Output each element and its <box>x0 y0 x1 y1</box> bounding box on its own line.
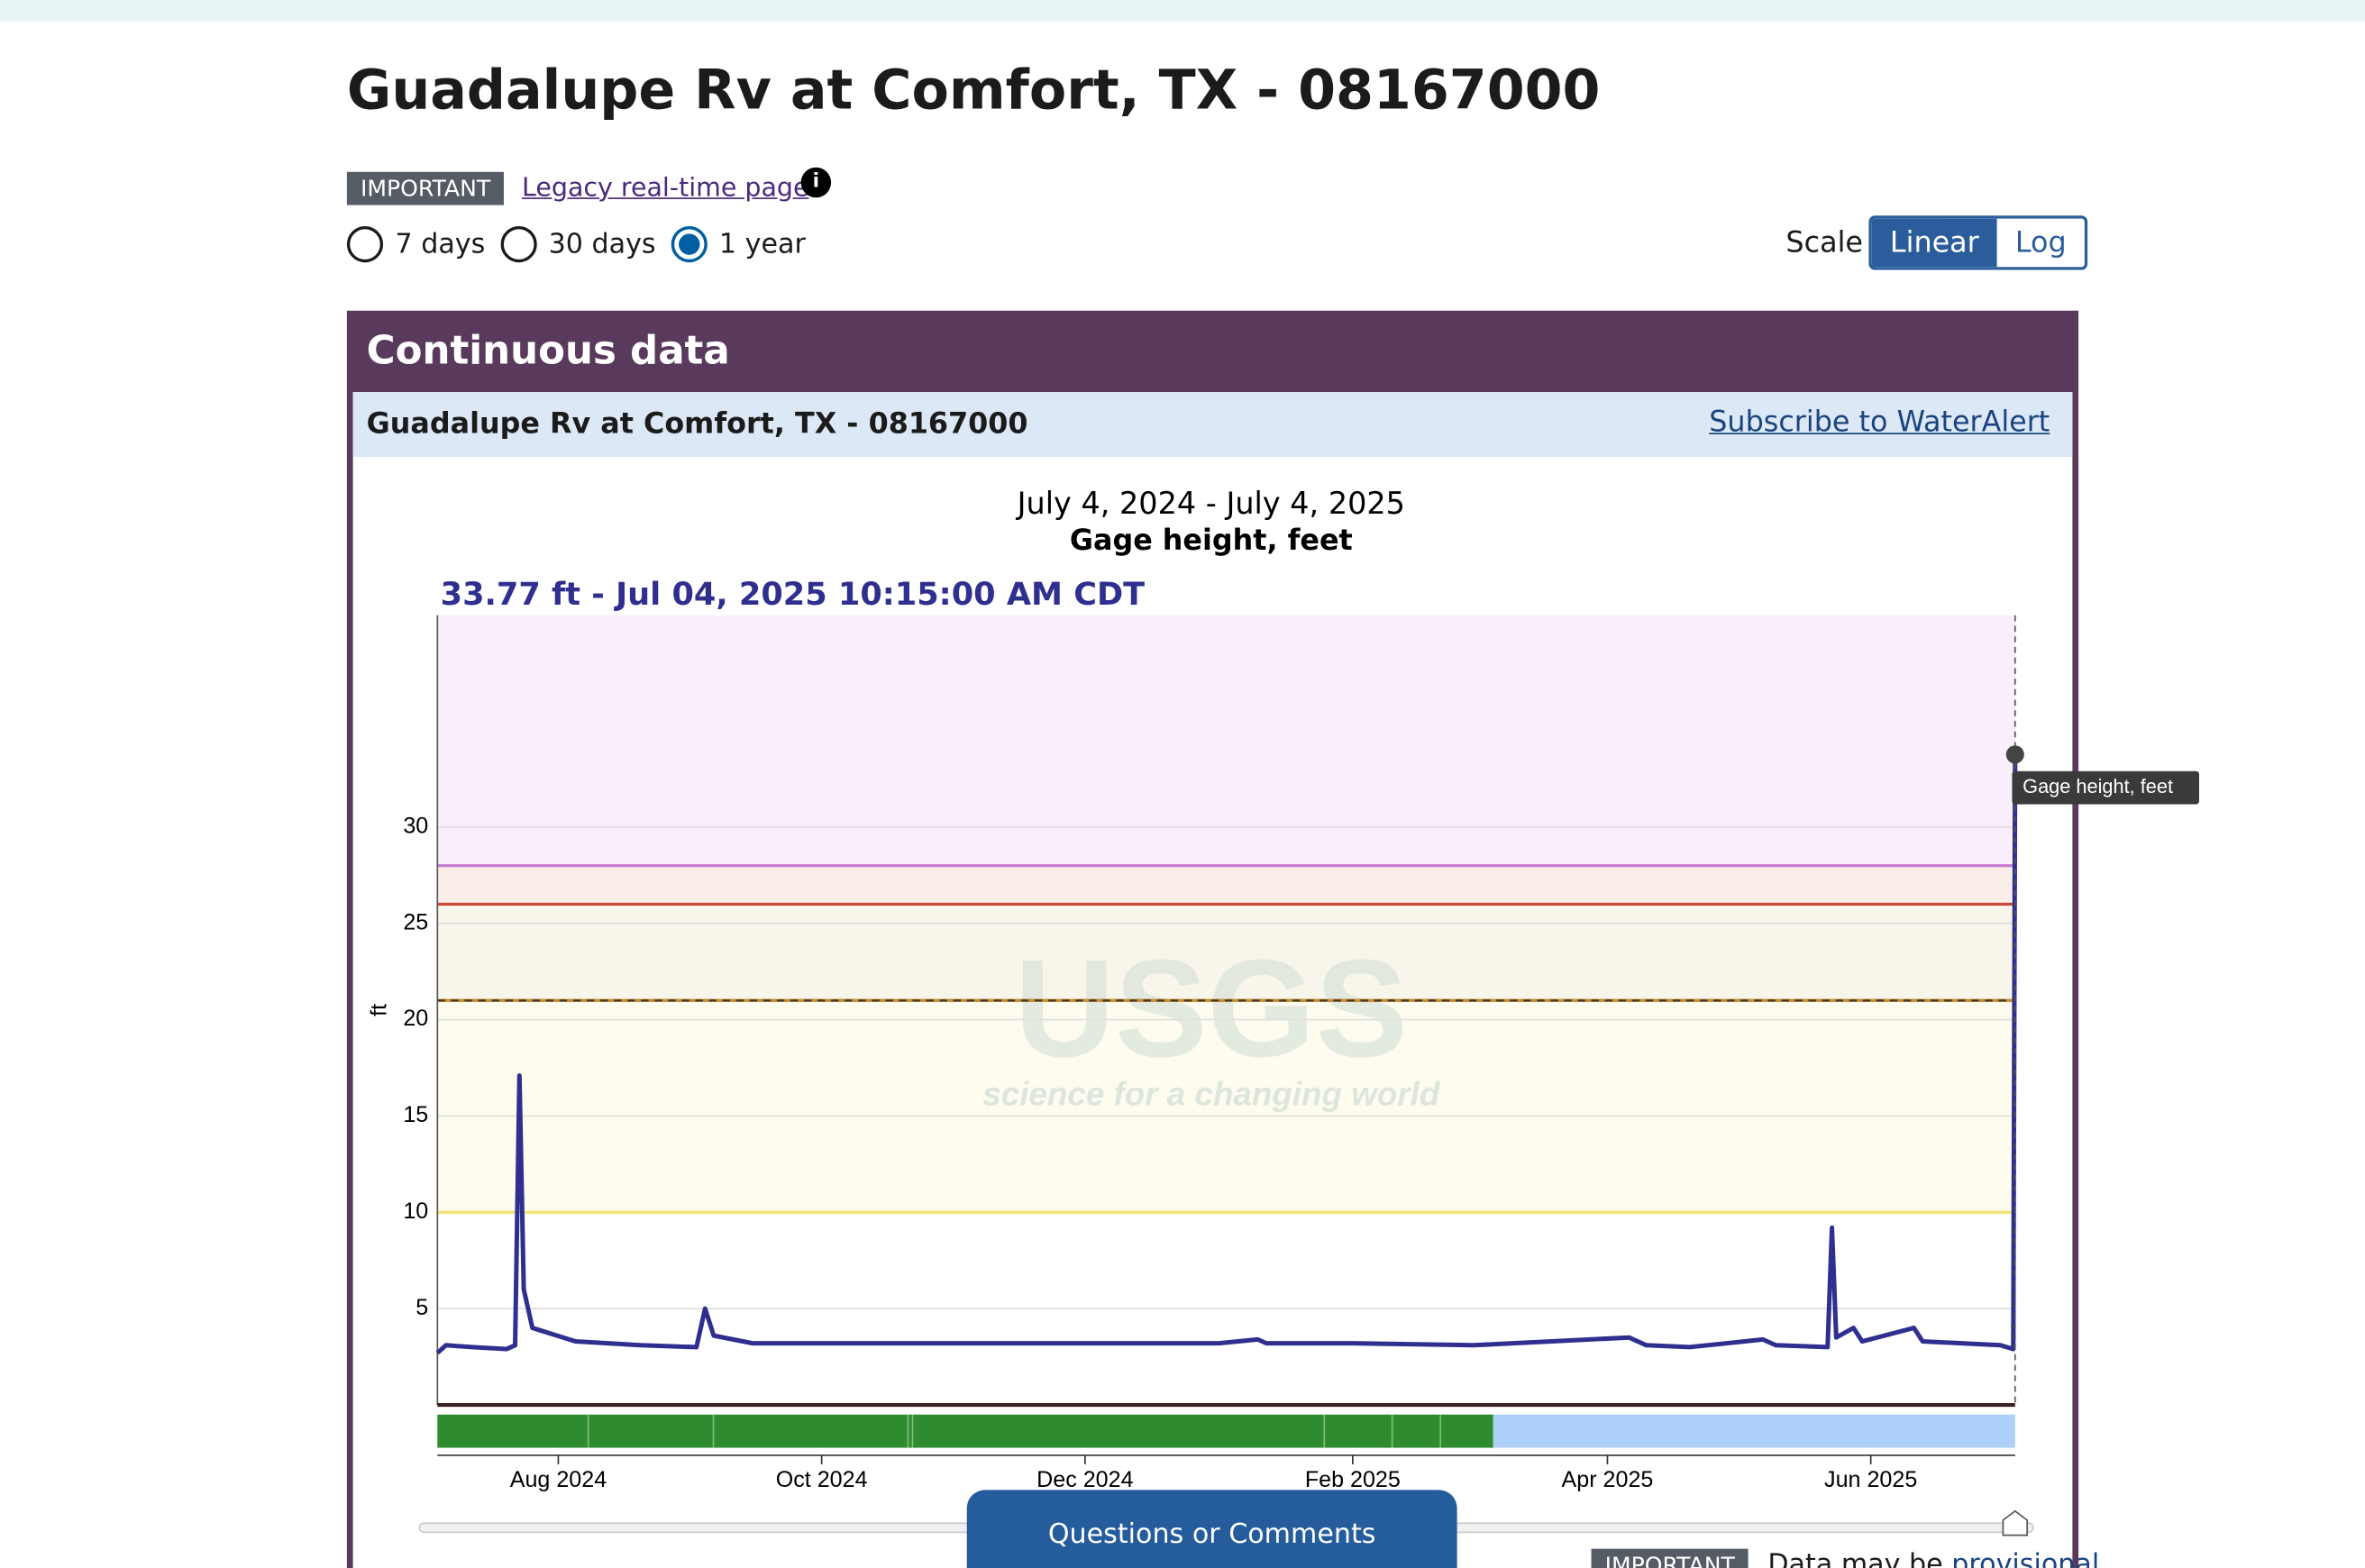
period-option[interactable]: 30 days <box>500 226 656 263</box>
period-label: 1 year <box>718 228 806 260</box>
site-name: Guadalupe Rv at Comfort, TX - 08167000 <box>366 406 1028 441</box>
legacy-link[interactable]: Legacy real-time page <box>522 173 809 204</box>
scale-label: Scale <box>1785 226 1863 260</box>
x-tick-label: Aug 2024 <box>510 1467 607 1492</box>
y-axis-label: ft <box>366 1004 391 1016</box>
period-label: 7 days <box>395 228 486 260</box>
scale-button[interactable]: Linear <box>1871 218 1997 268</box>
feedback-button[interactable]: Questions or Comments <box>966 1490 1457 1568</box>
threshold-band <box>437 904 2015 1001</box>
x-tick-label: Oct 2024 <box>776 1467 868 1492</box>
scale-toggle: Linear Log <box>1868 215 2088 270</box>
watermark: USGS <box>1015 931 1408 1086</box>
panel-title: Continuous data <box>366 328 730 375</box>
footer-badge: IMPORTANT <box>1591 1548 1749 1568</box>
site-header <box>352 392 2073 458</box>
series-line <box>435 754 2018 1355</box>
y-tick-label: 15 <box>403 1102 428 1127</box>
cursor-point <box>2005 745 2024 764</box>
provisional-bar <box>1493 1414 2015 1448</box>
y-tick-label: 10 <box>403 1199 428 1224</box>
threshold-band <box>437 865 2015 905</box>
radio-button[interactable] <box>500 226 537 263</box>
tooltip-box <box>2012 770 2199 805</box>
x-tick-label: Jun 2025 <box>1824 1467 1917 1492</box>
period-option[interactable]: 1 year <box>671 226 806 263</box>
scale-button[interactable]: Log <box>1996 218 2085 268</box>
footer-text: Data may be provisional <box>1767 1549 2099 1568</box>
period-option[interactable]: 7 days <box>346 226 486 263</box>
y-tick-label: 5 <box>415 1295 428 1320</box>
info-icon[interactable]: i <box>800 167 832 198</box>
x-tick-label: Feb 2025 <box>1305 1467 1401 1492</box>
x-tick-label: Dec 2024 <box>1036 1467 1133 1492</box>
footer-text: Data may be <box>1767 1548 1943 1568</box>
page-title: Guadalupe Rv at Comfort, TX - 08167000 <box>346 59 1601 123</box>
y-tick-label: 20 <box>403 1006 428 1031</box>
current-reading: 33.77 ft - Jul 04, 2025 10:15:00 AM CDT <box>441 576 1145 613</box>
date-range: July 4, 2024 - July 4, 2025 <box>1016 486 1405 521</box>
y-tick-label: 25 <box>403 909 428 934</box>
brush-handle <box>2002 1509 2029 1536</box>
threshold-band <box>437 615 2015 866</box>
period-selector: 7 days 30 days 1 year <box>346 226 821 263</box>
badge: IMPORTANT <box>346 171 505 205</box>
watermark-tagline: science for a changing world <box>982 1075 1441 1112</box>
provisional-link[interactable]: provisional <box>1951 1548 2100 1568</box>
x-tick-label: Apr 2025 <box>1562 1467 1654 1492</box>
chart-title: Gage height, feet <box>1070 524 1353 557</box>
radio-button[interactable] <box>671 226 708 263</box>
period-label: 30 days <box>548 228 656 260</box>
y-tick-label: 30 <box>403 814 428 839</box>
subscribe-link[interactable]: Subscribe to WaterAlert <box>1709 406 2050 439</box>
tooltip-text: Gage height, feet <box>2023 775 2173 798</box>
approved-bar <box>437 1414 1493 1448</box>
radio-button[interactable] <box>346 226 384 263</box>
threshold-band <box>437 1000 2015 1213</box>
top-bar <box>0 0 2365 22</box>
